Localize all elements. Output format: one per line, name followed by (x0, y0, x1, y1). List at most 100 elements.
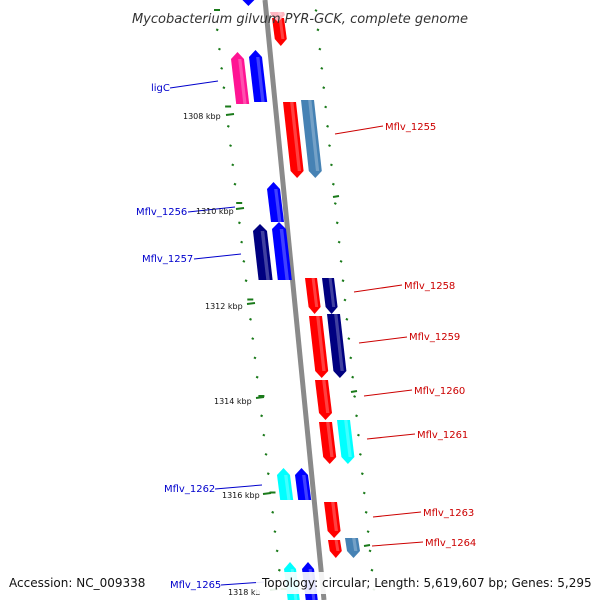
gene-mflv-1257 (253, 224, 273, 280)
gene-top-pink-shade (277, 12, 283, 15)
gene-mflv-1264-a (328, 540, 342, 558)
right-scale-tick (318, 47, 322, 51)
right-scale-tick (368, 549, 372, 553)
right-scale-tick (322, 86, 326, 90)
right-scale-tick (357, 433, 360, 437)
callout-line (366, 433, 416, 440)
gene-top-red-shade (278, 18, 285, 39)
right-scale-tick (366, 530, 370, 533)
gene-mflv-1259-shade (334, 314, 344, 371)
major-scale-tick (363, 544, 371, 547)
genome-backbone (262, 0, 327, 600)
left-scale-tick (237, 221, 241, 225)
map-title: Mycobacterium gilvum PYR-GCK, complete g… (132, 12, 468, 27)
gene-callout-lines (169, 80, 424, 586)
left-scale-tick (266, 472, 270, 476)
left-scale-tick (222, 86, 226, 90)
gene-label-mflv-1259[interactable]: Mflv_1259 (409, 332, 460, 343)
left-scale-tick (273, 530, 277, 533)
left-scale-tick (264, 453, 268, 456)
callout-line (371, 541, 424, 547)
left-scale-tick (253, 356, 257, 360)
right-scale-track (314, 9, 376, 591)
gene-mflv-1260 (315, 380, 332, 420)
gene-mflv-1255 (301, 100, 322, 178)
left-scale-tick (244, 279, 248, 283)
gene-label-ligC[interactable]: ligC (151, 83, 170, 94)
major-scale-tick (235, 207, 245, 210)
right-scale-tick (349, 356, 353, 360)
gene-mflv-1262-b (295, 468, 312, 500)
gene-mflv-1256-shade (274, 189, 282, 222)
gene-label-mflv-1264[interactable]: Mflv_1264 (425, 538, 476, 549)
scale-label-1308: 1308 kbp (183, 112, 221, 121)
right-scale-tick (364, 510, 368, 514)
gene-label-mflv-1257[interactable]: Mflv_1257 (142, 254, 193, 265)
callout-line (193, 253, 242, 260)
gene-label-mflv-1256[interactable]: Mflv_1256 (136, 207, 187, 218)
right-scale-tick (347, 337, 351, 340)
right-scale-tick (329, 163, 333, 167)
right-scale-tick (320, 67, 324, 70)
gene-mflv-1260-shade (322, 380, 330, 413)
gene-ligC (231, 52, 250, 104)
gene-mflv-1264 (345, 538, 360, 558)
gene-mflv-1259-a (309, 316, 329, 378)
major-scale-tick (350, 390, 358, 393)
gene-mflv-1256 (267, 182, 284, 222)
gene-mflv-1262-shade (284, 475, 291, 500)
footer-backdrop (256, 572, 596, 594)
left-scale-tick (275, 549, 279, 553)
right-scale-tick (326, 124, 330, 128)
right-scale-tick (316, 28, 320, 32)
right-scale-tick (333, 202, 337, 205)
gene-mflv-1257-b (272, 222, 292, 280)
scale-label-1318: 1318 kb (228, 588, 261, 597)
gene-mflv-1261-a (319, 422, 337, 464)
gene-label-mflv-1258[interactable]: Mflv_1258 (404, 281, 455, 292)
gene-label-mflv-1262[interactable]: Mflv_1262 (164, 484, 215, 495)
gene-mflv-1264-shade (352, 538, 358, 551)
major-scale-tick (225, 113, 235, 116)
gene-label-mflv-1261[interactable]: Mflv_1261 (417, 430, 468, 441)
right-scale-tick (339, 260, 343, 263)
callout-line (358, 336, 408, 344)
right-scale-tick (343, 298, 347, 302)
gene-top-red (272, 18, 287, 46)
gene-mflv-1257-shade (260, 231, 270, 280)
left-scale-tick (215, 28, 219, 32)
gene-ligC-partner-shade (256, 57, 265, 102)
left-scale-tick (240, 240, 244, 244)
left-scale-tick (231, 163, 235, 167)
gene-label-mflv-1265[interactable]: Mflv_1265 (170, 580, 221, 591)
right-scale-tick (362, 491, 366, 495)
scale-label-1312: 1312 kbp (205, 302, 243, 311)
left-scale-tick (271, 510, 275, 514)
gene-mflv-1255-a-shade (290, 102, 301, 171)
gene-ligC-partner (249, 50, 268, 102)
right-scale-tick (370, 568, 374, 572)
right-scale-tick (337, 240, 341, 244)
left-scale-tick (229, 144, 232, 147)
gene-mflv-1261-shade (344, 420, 352, 457)
left-scale-tick (242, 260, 246, 263)
gene-top-pink (270, 12, 285, 22)
left-scale-tick (233, 182, 237, 186)
right-scale-tick (353, 395, 357, 398)
callout-line (214, 484, 263, 490)
gene-mflv-1259 (327, 314, 347, 378)
left-scale-tick (220, 67, 224, 70)
scale-label-1316: 1316 kbp (222, 491, 260, 500)
gene-mflv-1257-b-shade (279, 229, 289, 280)
right-scale-tick (335, 221, 339, 225)
right-scale-tick (341, 279, 345, 283)
major-scale-tick (262, 492, 272, 495)
gene-mflv-1258-b (322, 278, 338, 314)
gene-label-mflv-1260[interactable]: Mflv_1260 (414, 386, 465, 397)
gene-mflv-1262 (277, 468, 294, 500)
right-scale-tick (355, 414, 358, 418)
gene-label-mflv-1255[interactable]: Mflv_1255 (385, 122, 436, 133)
gene-label-mflv-1263[interactable]: Mflv_1263 (423, 508, 474, 519)
left-scale-tick (226, 124, 230, 128)
